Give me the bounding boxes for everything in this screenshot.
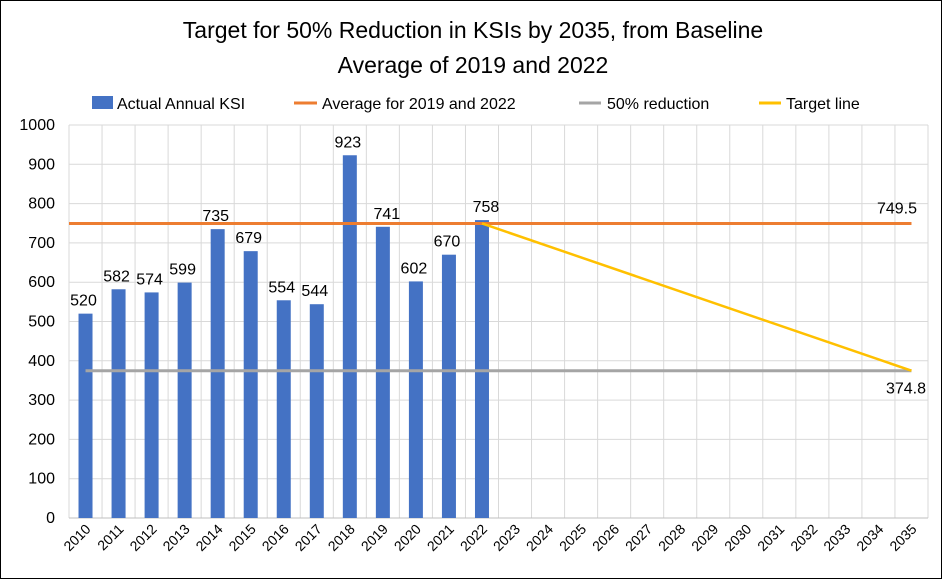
x-tick-label-2014: 2014 bbox=[192, 521, 225, 554]
grid bbox=[68, 124, 929, 519]
y-tick-label: 300 bbox=[28, 392, 55, 409]
x-tick-label-2023: 2023 bbox=[490, 521, 523, 554]
bar-2021 bbox=[441, 254, 456, 518]
data-label-2017: 544 bbox=[301, 283, 328, 300]
series-lines bbox=[69, 221, 912, 373]
y-tick-label: 600 bbox=[28, 274, 55, 291]
x-tick-label-2015: 2015 bbox=[225, 521, 258, 554]
data-label-2012: 574 bbox=[136, 271, 163, 288]
x-tick-label-2018: 2018 bbox=[325, 521, 358, 554]
legend-label-actual: Actual Annual KSI bbox=[117, 96, 245, 113]
y-tick-label: 200 bbox=[28, 431, 55, 448]
x-tick-label-2028: 2028 bbox=[655, 521, 688, 554]
data-label-2018: 923 bbox=[334, 134, 361, 151]
bar-2014 bbox=[210, 229, 225, 518]
bar-2015 bbox=[243, 251, 258, 518]
target-line bbox=[481, 222, 912, 372]
x-tick-label-2029: 2029 bbox=[688, 521, 721, 554]
average-line-label: 749.5 bbox=[877, 200, 917, 217]
y-tick-label: 900 bbox=[28, 156, 55, 173]
x-tick-label-2034: 2034 bbox=[853, 521, 886, 554]
data-labels: 520 582 574 599 735 679 554 544 923 741 602 670 758 7… bbox=[70, 134, 926, 397]
x-tick-label-2021: 2021 bbox=[424, 521, 457, 554]
x-tick-label-2012: 2012 bbox=[126, 521, 159, 554]
bar-2017 bbox=[309, 304, 324, 518]
data-label-2014: 735 bbox=[202, 208, 229, 225]
x-tick-label-2035: 2035 bbox=[886, 521, 919, 554]
chart-title-line1: Target for 50% Reduction in KSIs by 2035… bbox=[183, 17, 763, 43]
x-tick-label-2016: 2016 bbox=[259, 521, 292, 554]
y-tick-label: 400 bbox=[28, 353, 55, 370]
x-tick-label-2030: 2030 bbox=[721, 521, 754, 554]
x-tick-label-2027: 2027 bbox=[622, 521, 655, 554]
y-tick-label: 700 bbox=[28, 235, 55, 252]
x-tick-label-2010: 2010 bbox=[60, 521, 93, 554]
chart-title-line2: Average of 2019 and 2022 bbox=[338, 52, 609, 78]
x-tick-label-2022: 2022 bbox=[457, 521, 490, 554]
bar-2010 bbox=[78, 313, 93, 518]
data-label-2021: 670 bbox=[434, 234, 461, 251]
reduction-line-label: 374.8 bbox=[886, 381, 926, 398]
x-tick-label-2020: 2020 bbox=[391, 521, 424, 554]
x-tick-label-2033: 2033 bbox=[820, 521, 853, 554]
legend-label-reduction: 50% reduction bbox=[607, 96, 709, 113]
bar-2020 bbox=[408, 281, 423, 518]
y-tick-label: 100 bbox=[28, 471, 55, 488]
legend: Actual Annual KSI Average for 2019 and 2… bbox=[92, 96, 860, 113]
bar-2012 bbox=[144, 292, 159, 518]
x-tick-label-2026: 2026 bbox=[589, 521, 622, 554]
y-tick-label: 1000 bbox=[19, 117, 55, 134]
y-axis: 0 100 200 300 400 500 600 700 800 900 1000 bbox=[19, 117, 55, 527]
x-axis: 2010 2011 2012 2013 2014 2015 2016 2017 2018 2019… bbox=[60, 521, 919, 554]
data-label-2020: 602 bbox=[401, 260, 428, 277]
bar-2022 bbox=[474, 220, 489, 518]
data-label-2016: 554 bbox=[268, 279, 295, 296]
x-tick-label-2031: 2031 bbox=[754, 521, 787, 554]
data-label-2013: 599 bbox=[169, 262, 196, 279]
bar-2013 bbox=[177, 282, 192, 518]
y-tick-label: 0 bbox=[46, 510, 55, 527]
x-tick-label-2019: 2019 bbox=[358, 521, 391, 554]
data-label-2019: 741 bbox=[374, 206, 401, 223]
legend-swatch-actual bbox=[92, 96, 113, 109]
data-label-2011: 582 bbox=[103, 268, 130, 285]
x-tick-label-2025: 2025 bbox=[556, 521, 589, 554]
legend-label-target: Target line bbox=[786, 96, 860, 113]
bars bbox=[78, 155, 489, 519]
x-tick-label-2011: 2011 bbox=[94, 521, 127, 554]
bar-2019 bbox=[375, 226, 390, 519]
data-label-2010: 520 bbox=[70, 293, 97, 310]
x-tick-label-2024: 2024 bbox=[523, 521, 556, 554]
bar-2016 bbox=[276, 300, 291, 518]
data-label-2022: 758 bbox=[473, 199, 500, 216]
y-tick-label: 800 bbox=[28, 196, 55, 213]
bar-2018 bbox=[342, 155, 357, 519]
y-tick-label: 500 bbox=[28, 314, 55, 331]
legend-label-average: Average for 2019 and 2022 bbox=[322, 96, 516, 113]
bar-2011 bbox=[111, 289, 126, 518]
x-tick-label-2032: 2032 bbox=[787, 521, 820, 554]
x-tick-label-2017: 2017 bbox=[292, 521, 325, 554]
data-label-2015: 679 bbox=[235, 230, 262, 247]
x-tick-label-2013: 2013 bbox=[159, 521, 192, 554]
